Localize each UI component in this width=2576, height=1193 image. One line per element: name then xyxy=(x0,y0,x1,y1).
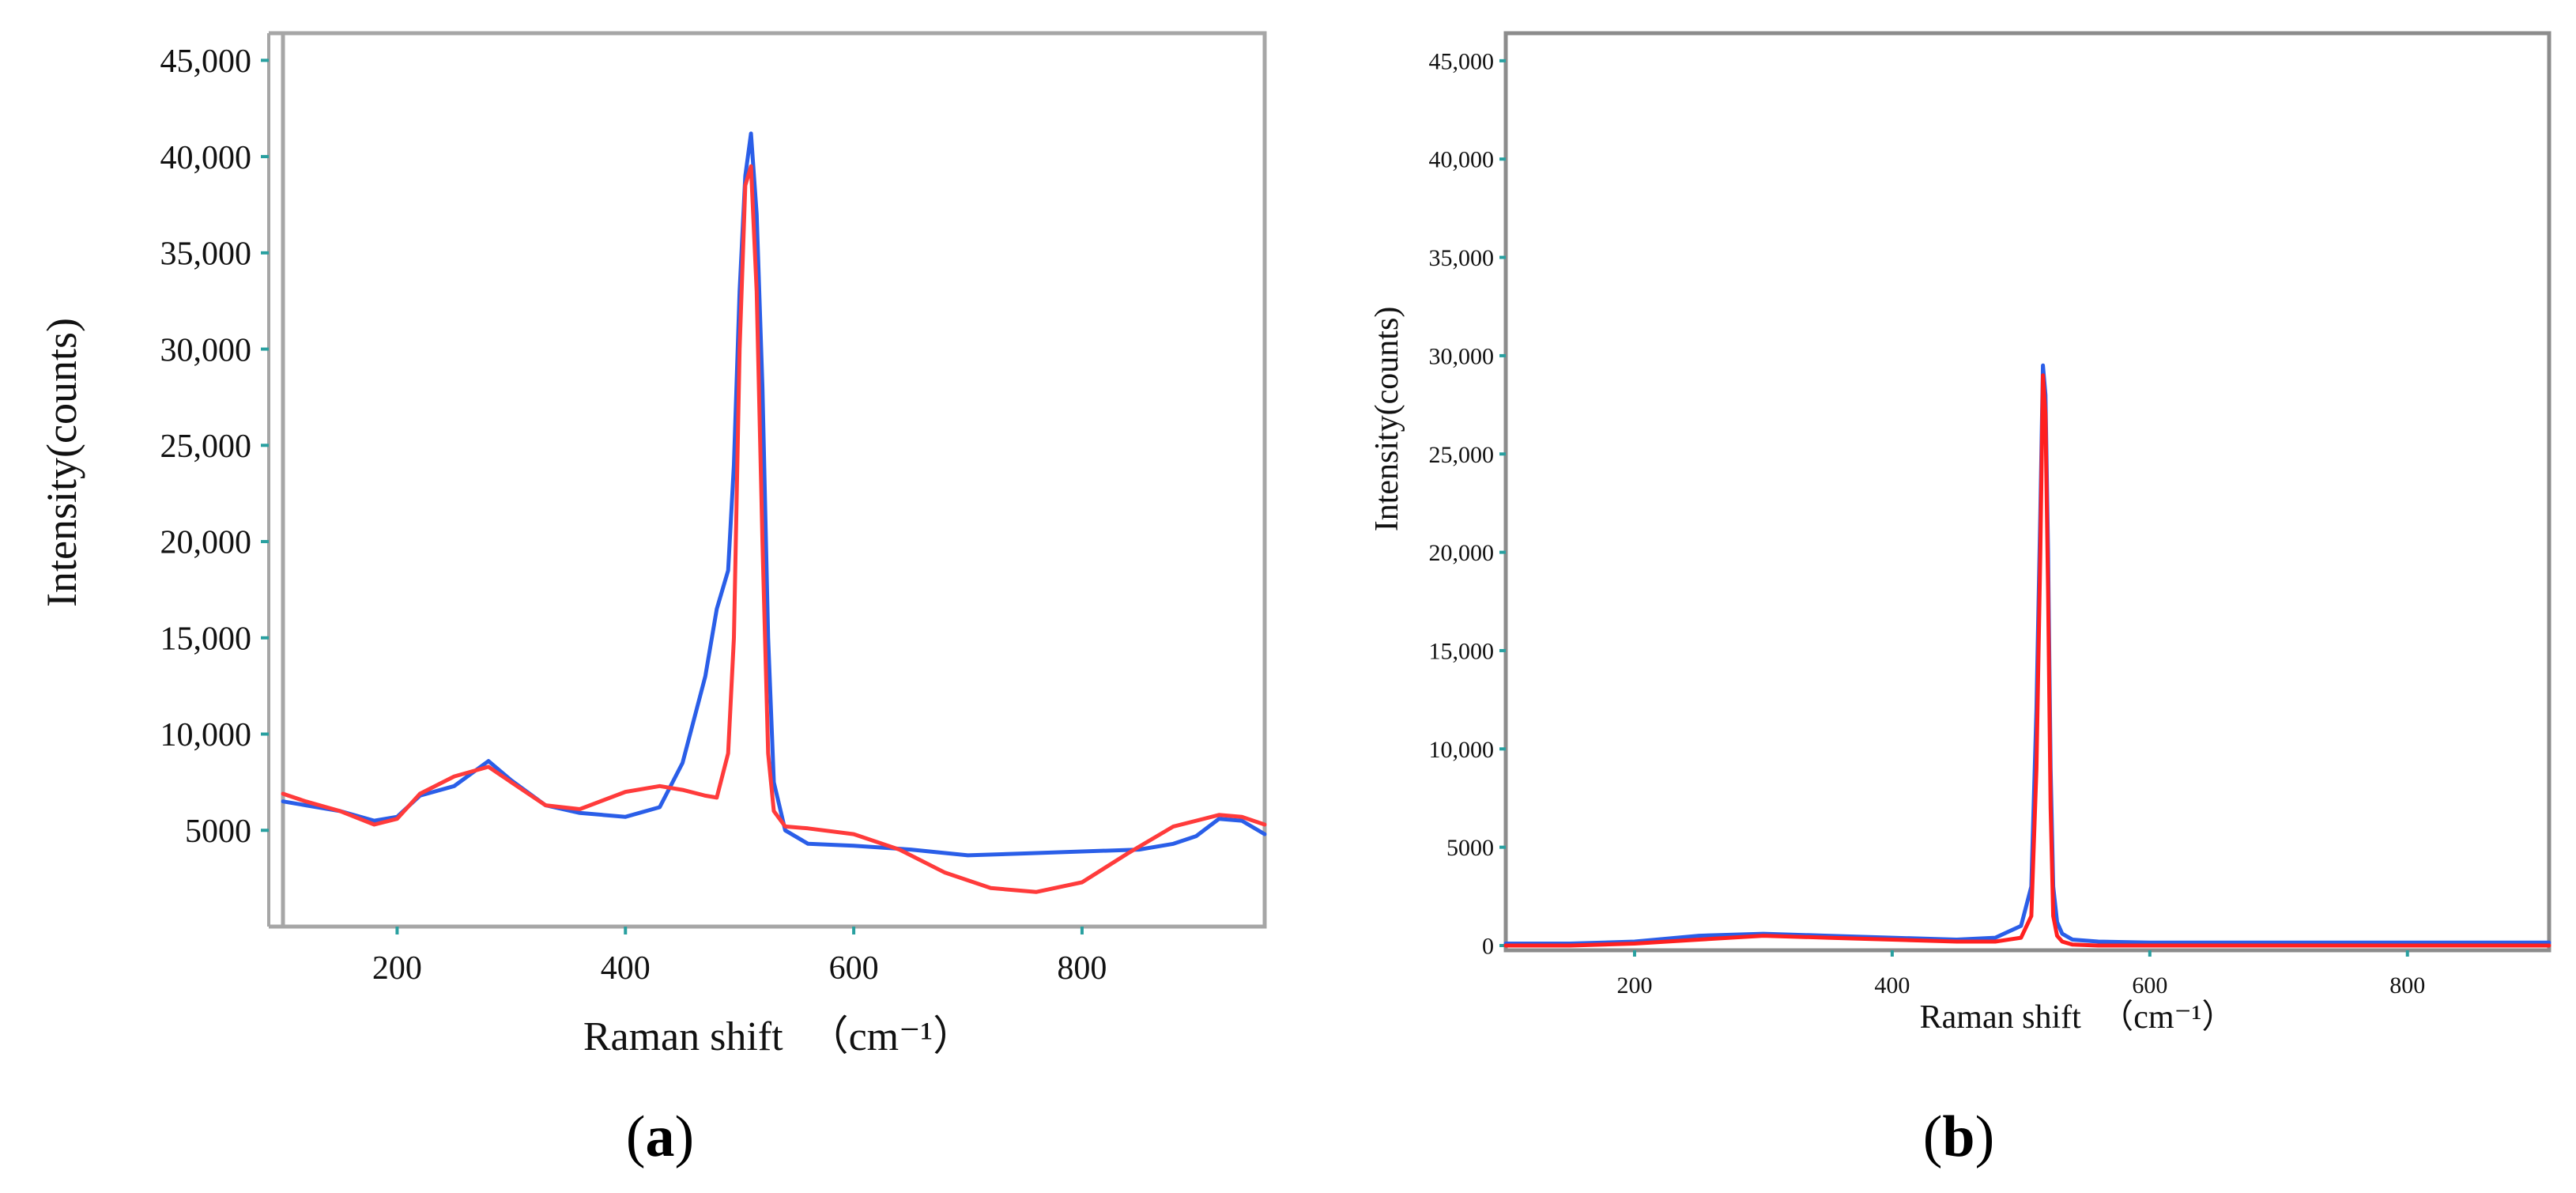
y-tick-label: 15,000 xyxy=(1429,638,1495,664)
series-line-red xyxy=(281,164,1267,894)
x-axis-unit-a: （cm⁻¹） xyxy=(808,1014,975,1059)
chart-panel-b: 0 5000 10,000 15,000 20,000 25,000 30,000 35,00… xyxy=(1369,31,2551,1169)
x-tick-label: 400 xyxy=(601,950,651,987)
x-axis-ticks-b: 200 400 600 800 xyxy=(1616,950,2425,999)
x-axis-label-a: Raman shift xyxy=(583,1014,783,1059)
x-tick-label: 400 xyxy=(1874,972,1910,999)
series-lines-a xyxy=(281,131,1267,894)
plot-area-b xyxy=(1503,31,2551,953)
y-tick-label: 10,000 xyxy=(160,717,252,753)
x-axis-label-b: Raman shift xyxy=(1920,999,2081,1036)
x-axis-ticks-a: 200 400 600 800 xyxy=(372,927,1107,987)
panel-label-b-open: ( xyxy=(1923,1104,1943,1169)
x-axis-unit-b: （cm⁻¹） xyxy=(2100,999,2235,1036)
y-tick-label: 30,000 xyxy=(160,332,252,368)
y-axis-ticks-b: 0 5000 10,000 15,000 20,000 25,000 30,000 35,00… xyxy=(1429,48,1506,960)
y-tick-label: 20,000 xyxy=(1429,540,1495,566)
x-tick-label: 800 xyxy=(1057,950,1107,987)
x-tick-label: 200 xyxy=(1616,972,1652,999)
series-line-red xyxy=(1503,373,2551,948)
y-axis-title-b: Intensity(counts) xyxy=(1369,307,1405,532)
y-tick-label: 35,000 xyxy=(1429,245,1495,271)
panel-label-b-letter: b xyxy=(1942,1104,1974,1169)
x-tick-label: 600 xyxy=(829,950,879,987)
y-tick-label: 40,000 xyxy=(160,140,252,176)
y-tick-label: 35,000 xyxy=(160,236,252,273)
y-tick-label: 25,000 xyxy=(160,428,252,465)
panel-label-a-close: ) xyxy=(675,1104,695,1169)
x-tick-label: 200 xyxy=(372,950,422,987)
x-axis-title-a: Raman shift （cm⁻¹） xyxy=(583,1014,974,1059)
chart-panel-a: 5000 10,000 15,000 20,000 25,000 30,000 35,000… xyxy=(38,31,1267,1169)
y-tick-label: 25,000 xyxy=(1429,442,1495,468)
y-tick-label: 5000 xyxy=(185,814,251,850)
x-tick-label: 800 xyxy=(2389,972,2425,999)
y-axis-title-a: Intensity(counts) xyxy=(38,318,85,607)
y-tick-label: 10,000 xyxy=(1429,737,1495,763)
panel-label-a: (a) xyxy=(626,1104,694,1169)
y-tick-label: 30,000 xyxy=(1429,343,1495,369)
y-axis-ticks-a: 5000 10,000 15,000 20,000 25,000 30,000 35,000… xyxy=(160,43,269,850)
x-axis-title-b: Raman shift （cm⁻¹） xyxy=(1920,999,2235,1036)
y-tick-label: 40,000 xyxy=(1429,147,1495,173)
panel-label-b: (b) xyxy=(1923,1104,1994,1169)
y-tick-label: 15,000 xyxy=(160,621,252,657)
panel-label-a-open: ( xyxy=(626,1104,646,1169)
y-tick-label: 45,000 xyxy=(1429,48,1495,74)
y-tick-label: 0 xyxy=(1482,934,1494,960)
y-tick-label: 20,000 xyxy=(160,525,252,561)
y-tick-label: 45,000 xyxy=(160,43,252,80)
x-tick-label: 600 xyxy=(2132,972,2167,999)
panel-label-b-close: ) xyxy=(1975,1104,1995,1169)
series-lines-b xyxy=(1503,363,2551,948)
y-tick-label: 5000 xyxy=(1446,835,1494,861)
panel-label-a-letter: a xyxy=(646,1104,675,1169)
